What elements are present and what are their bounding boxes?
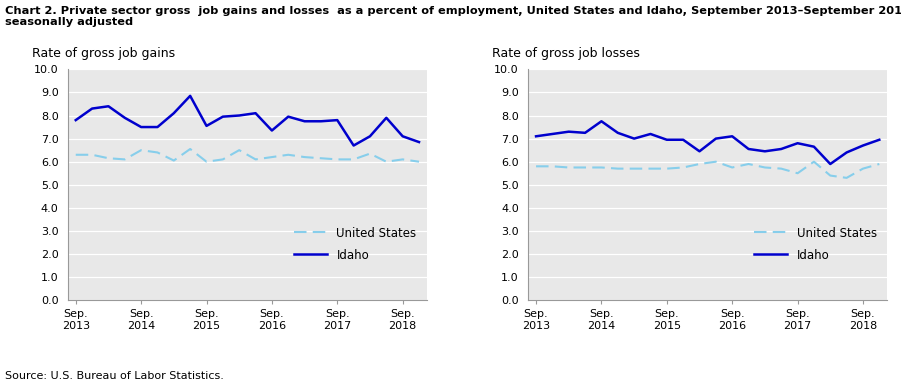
United States [414, 159, 424, 164]
Line: Idaho: Idaho [536, 121, 879, 164]
United States [103, 156, 114, 161]
United States [397, 157, 408, 162]
Idaho [678, 137, 688, 142]
Idaho [760, 149, 770, 154]
Idaho [874, 137, 885, 142]
Idaho [645, 132, 656, 136]
Idaho [792, 141, 803, 146]
Legend: United States, Idaho: United States, Idaho [750, 222, 881, 267]
United States [760, 165, 770, 170]
Idaho [711, 136, 722, 141]
Idaho [808, 144, 819, 149]
United States [613, 166, 623, 171]
Text: Rate of gross job gains: Rate of gross job gains [32, 47, 175, 60]
United States [365, 151, 376, 156]
United States [808, 159, 819, 164]
Idaho [825, 162, 836, 166]
United States [348, 157, 359, 162]
United States [267, 155, 278, 159]
Idaho [531, 134, 542, 139]
United States [858, 166, 869, 171]
United States [86, 152, 97, 157]
United States [201, 159, 212, 164]
United States [792, 171, 803, 176]
Text: Chart 2. Private sector gross  job gains and losses  as a percent of employment,: Chart 2. Private sector gross job gains … [5, 6, 901, 16]
Idaho [168, 111, 179, 116]
United States [711, 159, 722, 164]
Idaho [858, 143, 869, 148]
United States [825, 173, 836, 178]
Idaho [348, 143, 359, 148]
Idaho [217, 114, 228, 119]
United States [874, 162, 885, 166]
United States [283, 152, 294, 157]
Idaho [185, 94, 196, 98]
United States [332, 157, 342, 162]
Idaho [629, 136, 640, 141]
United States [563, 165, 574, 170]
Idaho [727, 134, 738, 139]
Idaho [661, 137, 672, 142]
United States [185, 147, 196, 151]
United States [596, 165, 607, 170]
Line: Idaho: Idaho [76, 96, 419, 146]
Idaho [233, 113, 244, 118]
Idaho [579, 131, 590, 135]
Idaho [842, 150, 852, 155]
Idaho [283, 114, 294, 119]
Idaho [414, 140, 424, 144]
United States [315, 156, 326, 161]
Line: United States: United States [536, 162, 879, 178]
United States [727, 165, 738, 170]
United States [70, 152, 81, 157]
Idaho [267, 128, 278, 133]
Idaho [201, 124, 212, 128]
United States [645, 166, 656, 171]
United States [743, 162, 754, 166]
Text: Source: U.S. Bureau of Labor Statistics.: Source: U.S. Bureau of Labor Statistics. [5, 371, 223, 381]
Legend: United States, Idaho: United States, Idaho [289, 222, 422, 267]
United States [250, 157, 261, 162]
Text: Rate of gross job losses: Rate of gross job losses [492, 47, 640, 60]
Idaho [250, 111, 261, 116]
Idaho [119, 116, 130, 120]
United States [776, 166, 787, 171]
United States [168, 158, 179, 163]
United States [152, 150, 163, 155]
Idaho [776, 147, 787, 151]
Idaho [365, 134, 376, 139]
United States [531, 164, 542, 169]
United States [136, 148, 147, 152]
United States [381, 159, 392, 164]
United States [629, 166, 640, 171]
Idaho [299, 119, 310, 124]
United States [678, 165, 688, 170]
Idaho [86, 106, 97, 111]
Idaho [315, 119, 326, 124]
Idaho [596, 119, 607, 124]
Idaho [563, 129, 574, 134]
Idaho [332, 118, 342, 122]
Idaho [694, 149, 705, 154]
Idaho [381, 116, 392, 120]
United States [661, 166, 672, 171]
United States [119, 157, 130, 162]
United States [579, 165, 590, 170]
Idaho [743, 147, 754, 151]
Idaho [152, 125, 163, 129]
Idaho [613, 131, 623, 135]
Text: seasonally adjusted: seasonally adjusted [5, 17, 132, 27]
Idaho [136, 125, 147, 129]
Idaho [547, 132, 558, 136]
Idaho [397, 134, 408, 139]
United States [694, 162, 705, 166]
Line: United States: United States [76, 149, 419, 162]
Idaho [103, 104, 114, 109]
United States [842, 176, 852, 180]
United States [217, 157, 228, 162]
United States [547, 164, 558, 169]
Idaho [70, 118, 81, 122]
United States [233, 148, 244, 152]
United States [299, 155, 310, 159]
